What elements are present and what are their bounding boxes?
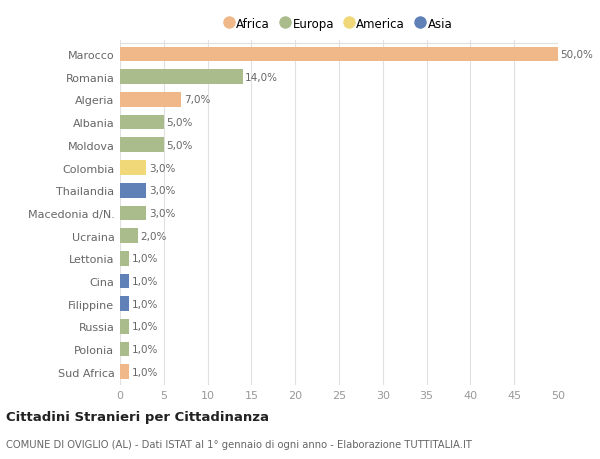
Text: 1,0%: 1,0% xyxy=(131,344,158,354)
Text: 5,0%: 5,0% xyxy=(166,118,193,128)
Legend: Africa, Europa, America, Asia: Africa, Europa, America, Asia xyxy=(221,13,457,35)
Text: 7,0%: 7,0% xyxy=(184,95,211,105)
Text: 3,0%: 3,0% xyxy=(149,186,175,196)
Bar xyxy=(120,206,146,221)
Text: Cittadini Stranieri per Cittadinanza: Cittadini Stranieri per Cittadinanza xyxy=(6,410,269,423)
Bar xyxy=(120,364,129,379)
Text: 1,0%: 1,0% xyxy=(131,322,158,332)
Bar xyxy=(120,252,129,266)
Bar xyxy=(120,297,129,311)
Text: 1,0%: 1,0% xyxy=(131,276,158,286)
Text: 5,0%: 5,0% xyxy=(166,140,193,151)
Bar xyxy=(120,274,129,289)
Bar xyxy=(120,116,164,130)
Bar xyxy=(120,138,164,153)
Bar xyxy=(120,319,129,334)
Text: 14,0%: 14,0% xyxy=(245,73,278,83)
Text: 50,0%: 50,0% xyxy=(560,50,593,60)
Text: 1,0%: 1,0% xyxy=(131,254,158,264)
Bar xyxy=(120,161,146,175)
Bar xyxy=(120,342,129,357)
Text: 3,0%: 3,0% xyxy=(149,163,175,173)
Text: 1,0%: 1,0% xyxy=(131,299,158,309)
Bar xyxy=(120,184,146,198)
Text: 2,0%: 2,0% xyxy=(140,231,167,241)
Text: COMUNE DI OVIGLIO (AL) - Dati ISTAT al 1° gennaio di ogni anno - Elaborazione TU: COMUNE DI OVIGLIO (AL) - Dati ISTAT al 1… xyxy=(6,440,472,449)
Bar xyxy=(120,229,137,243)
Bar xyxy=(120,48,558,62)
Text: 1,0%: 1,0% xyxy=(131,367,158,377)
Text: 3,0%: 3,0% xyxy=(149,208,175,218)
Bar xyxy=(120,70,242,85)
Bar xyxy=(120,93,181,107)
